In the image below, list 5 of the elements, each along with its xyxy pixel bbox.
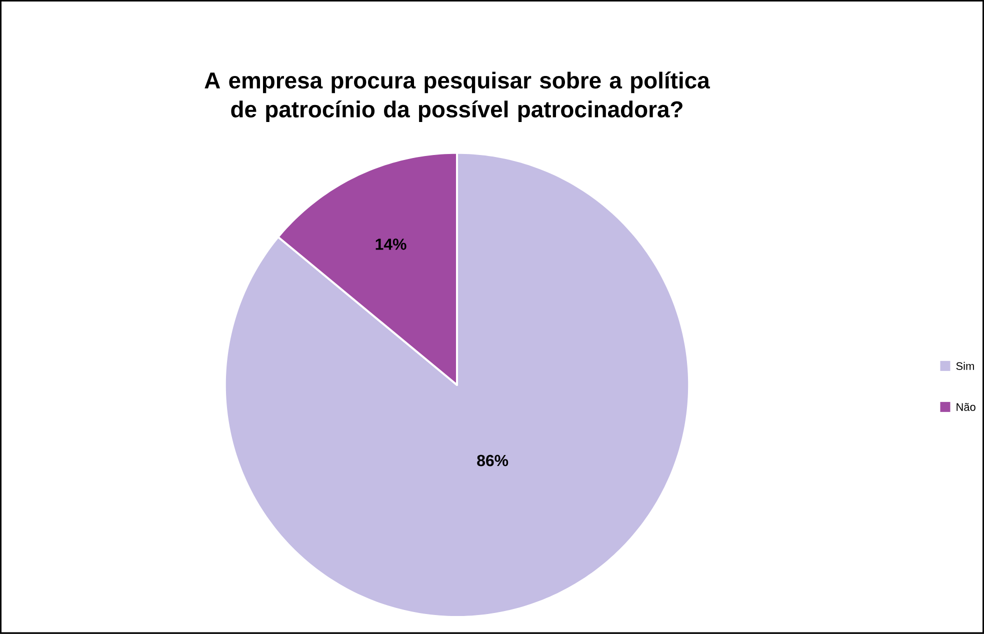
legend-label: Não <box>956 403 976 412</box>
data-label: 14% <box>376 238 406 250</box>
data-label: 86% <box>477 454 508 466</box>
chart-title: A empresa procura pesquisar sobre a política de patrocínio da possível patrocinadora? <box>204 72 710 122</box>
legend-label: Sim <box>956 362 974 370</box>
